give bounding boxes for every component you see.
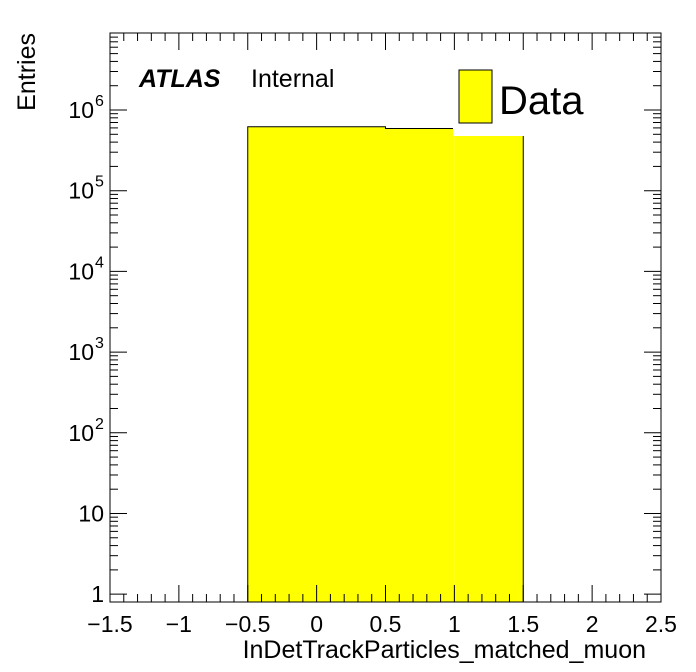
x-tick-label: 1.5 <box>507 611 539 637</box>
legend: Data <box>453 66 584 136</box>
histogram-bin-0 <box>247 126 386 602</box>
x-tick-label: 2.5 <box>645 611 677 637</box>
y-tick-label: 10 <box>68 97 94 123</box>
y-tick-exponent: 4 <box>95 254 104 271</box>
histogram-bin-2 <box>454 131 524 603</box>
y-axis-label: Entries <box>13 33 41 111</box>
atlas-label: ATLAS <box>138 65 221 93</box>
internal-label: Internal <box>251 65 334 93</box>
x-tick-labels: −1.5 −1 −0.5 0 0.5 1 1.5 2 2.5 <box>87 611 677 637</box>
x-tick-label: 0.5 <box>370 611 402 637</box>
y-tick-label: 10 <box>68 258 94 284</box>
y-tick-label: 10 <box>68 420 94 446</box>
x-axis-label: InDetTrackParticles_matched_muon <box>243 636 646 664</box>
y-tick-label: 10 <box>68 178 94 204</box>
legend-swatch <box>458 69 493 124</box>
x-tick-label: 0 <box>310 611 323 637</box>
axis-ticks <box>109 32 662 602</box>
legend-entry-data: Data <box>499 79 584 123</box>
histogram-bin-1 <box>385 128 455 602</box>
y-tick-exponent: 2 <box>95 416 104 433</box>
x-tick-label: 2 <box>586 611 599 637</box>
y-tick-label: 10 <box>68 339 94 365</box>
y-tick-label: 10 <box>78 500 104 526</box>
x-tick-label: −1.5 <box>87 611 132 637</box>
y-tick-exponent: 3 <box>95 335 104 352</box>
x-tick-label: −1 <box>166 611 192 637</box>
plot-frame <box>109 32 662 603</box>
y-tick-exponent: 5 <box>95 174 104 191</box>
x-tick-label: −0.5 <box>225 611 270 637</box>
histogram-bars <box>247 126 524 603</box>
y-tick-exponent: 6 <box>95 93 104 110</box>
x-tick-label: 1 <box>448 611 461 637</box>
y-tick-label: 1 <box>91 581 104 607</box>
